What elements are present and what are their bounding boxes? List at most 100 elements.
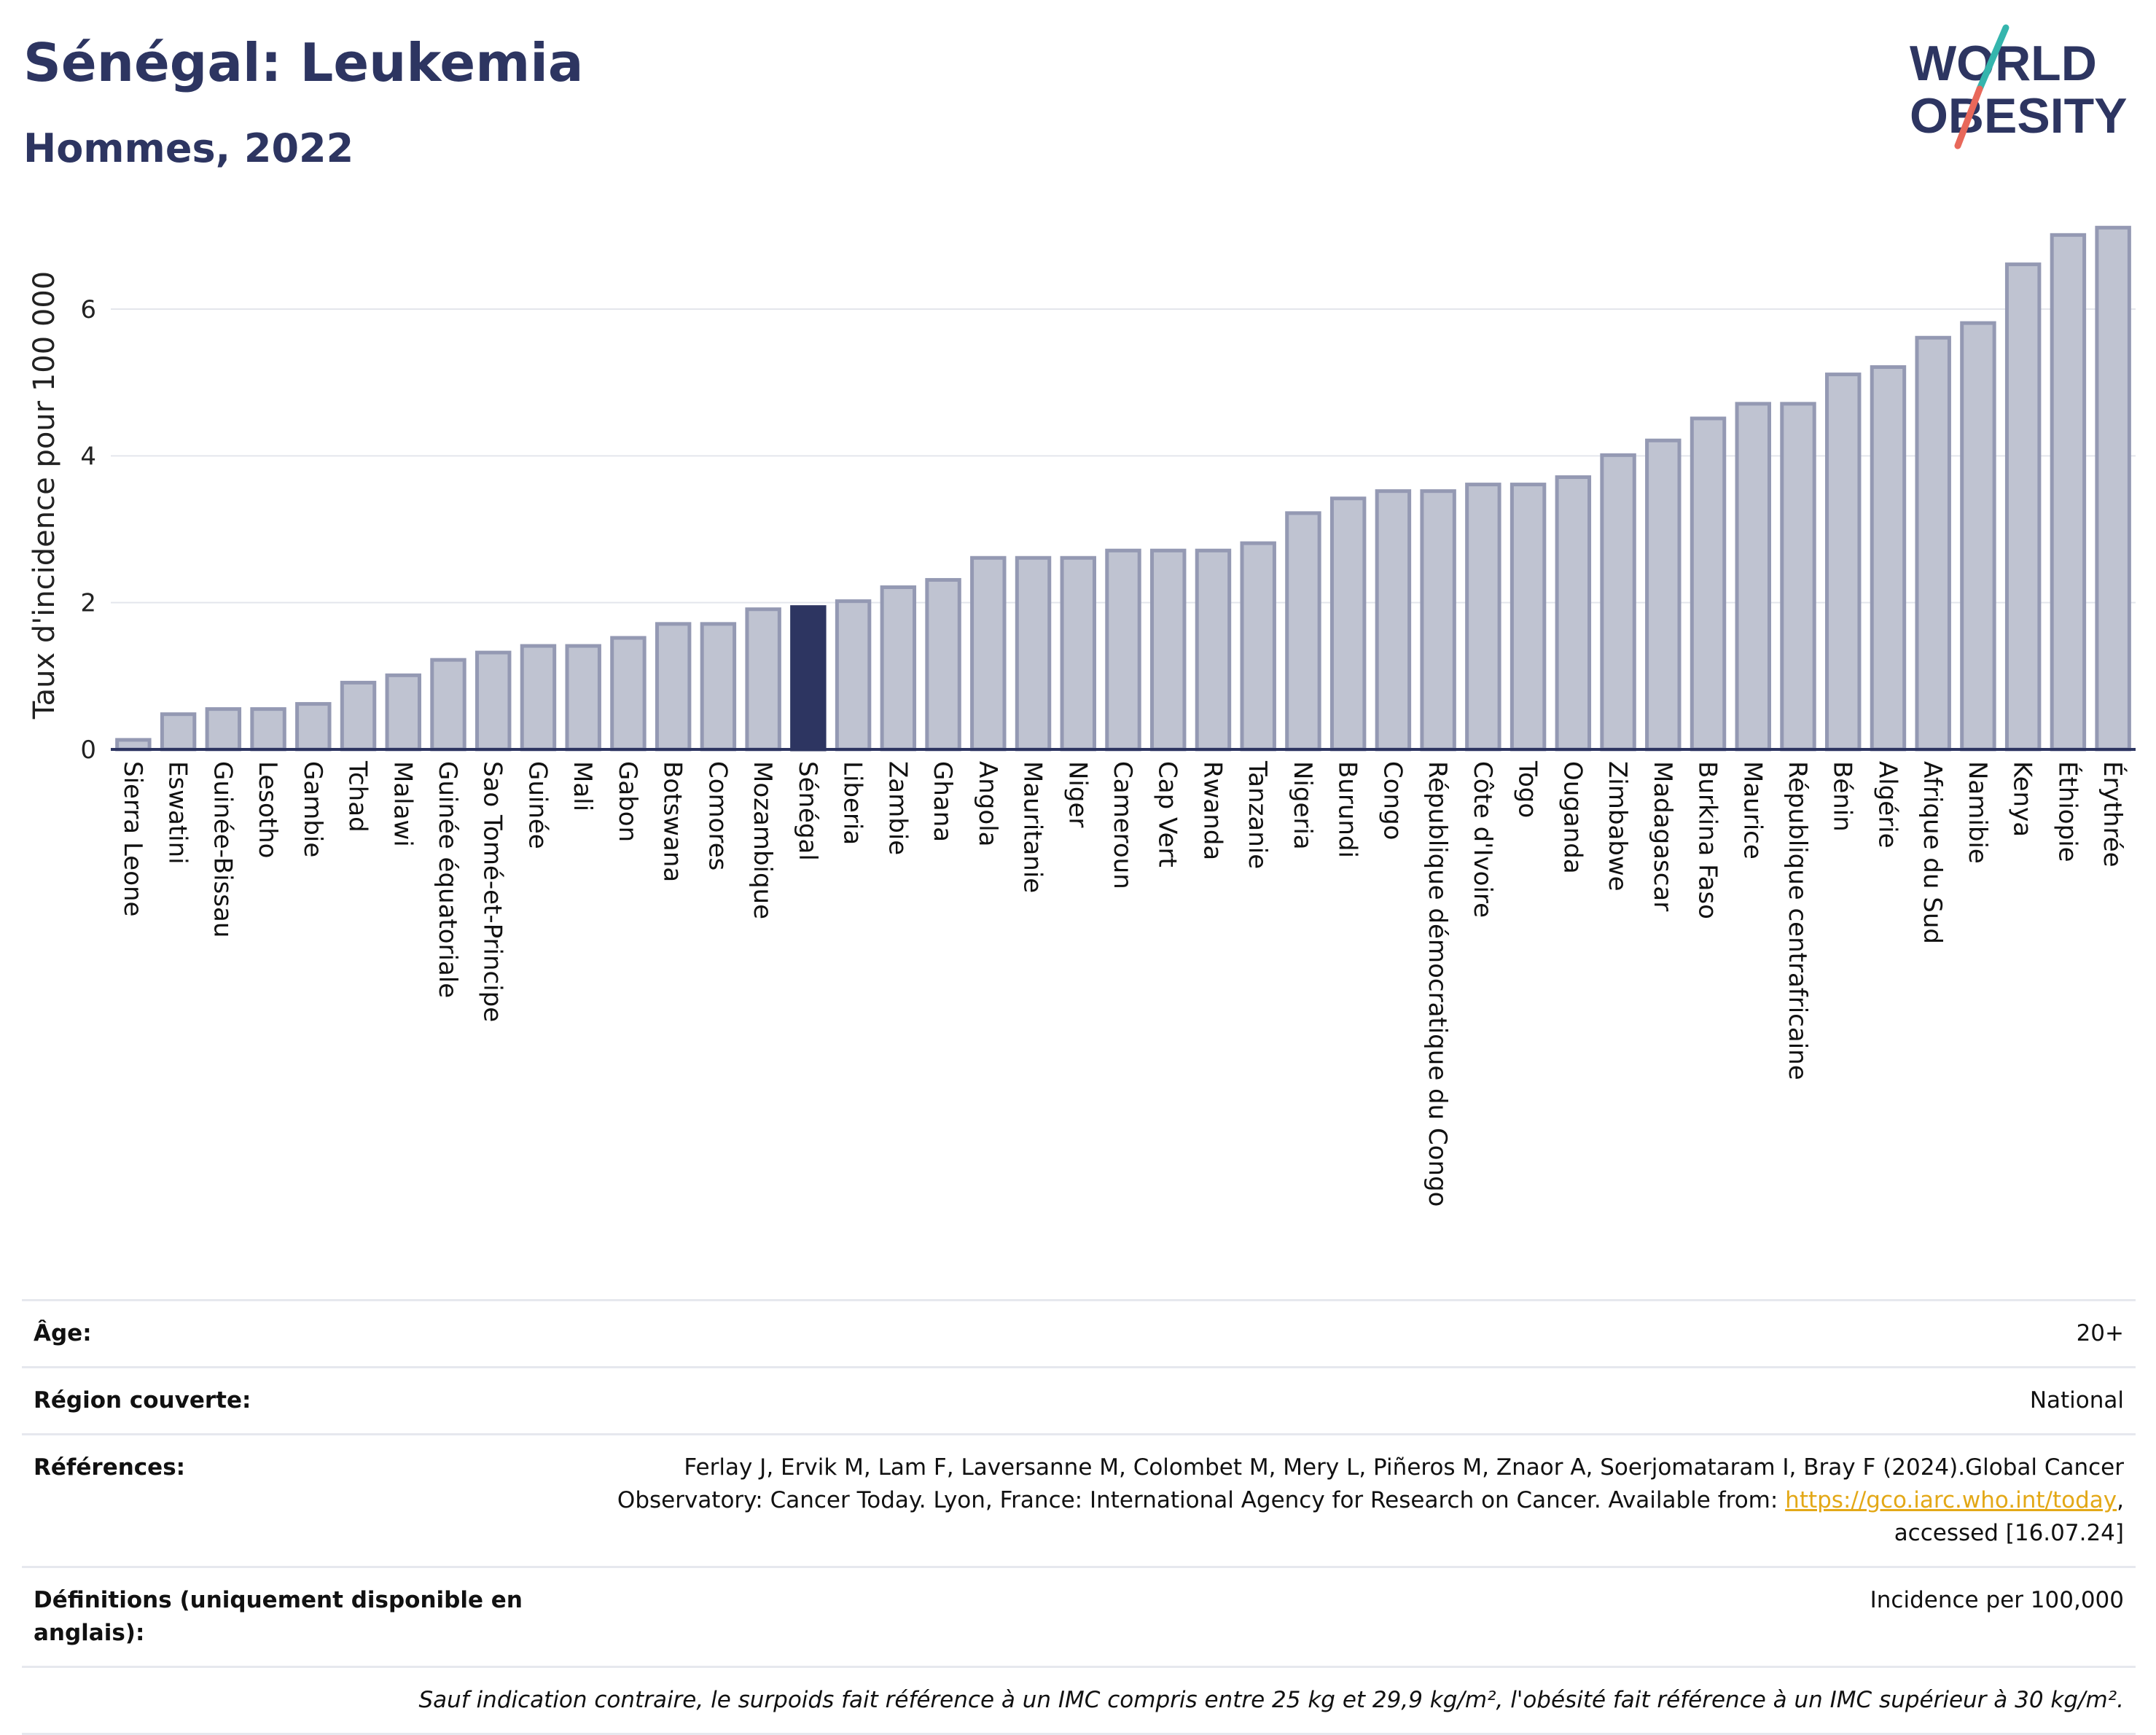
bar [2004, 262, 2042, 752]
x-tick-label: Rwanda [1198, 761, 1227, 860]
bar-chart: 0 2 4 6 Taux d'incidence pour 100 000 Sierra … [28, 225, 2136, 1206]
x-tick-label: Niger [1063, 761, 1092, 827]
x-tick-label: Zambie [883, 761, 912, 855]
bar [610, 636, 647, 752]
x-tick-label: Sao Tomé-et-Principe [478, 761, 507, 1022]
bar [1509, 483, 1547, 752]
x-tick-label: Lesotho [253, 761, 282, 858]
logo-slash-teal [1976, 24, 2009, 93]
bar [1960, 321, 1996, 752]
y-tick-label: 0 [80, 736, 96, 765]
x-tick-label: Éthiopie [2053, 761, 2082, 862]
bar [565, 644, 601, 752]
x-tick-label: République démocratique du Congo [1423, 761, 1452, 1206]
x-tick-label: Bénin [1828, 761, 1857, 832]
info-row-note: Sauf indication contraire, le surpoids f… [22, 1665, 2136, 1735]
age-value: 20+ [541, 1299, 2136, 1368]
x-tick-label: Guinée équatoriale [433, 761, 462, 998]
x-tick-label: Érythrée [2098, 761, 2128, 868]
bar [1420, 489, 1456, 752]
x-tick-label: Nigeria [1288, 761, 1317, 850]
info-table: Âge: 20+ Région couverte: National Référ… [22, 1299, 2136, 1735]
bar [1240, 541, 1276, 752]
x-tick-label: Tanzanie [1243, 760, 1272, 869]
bar [1015, 555, 1052, 752]
bar [475, 650, 512, 752]
bar [1735, 402, 1771, 752]
x-tick-label: Mozambique [748, 761, 777, 919]
info-row-region: Région couverte: National [22, 1365, 2136, 1435]
bar [925, 577, 961, 752]
references-comma: , [2117, 1486, 2124, 1513]
age-label: Âge: [22, 1299, 541, 1368]
y-tick-label: 6 [80, 295, 96, 324]
x-tick-label: Ouganda [1558, 761, 1587, 874]
references-label: Références: [22, 1432, 541, 1567]
x-tick-label: Congo [1378, 761, 1407, 840]
bar [1329, 496, 1367, 752]
y-tick-label: 4 [80, 442, 96, 471]
x-tick-label: Maurice [1738, 761, 1767, 859]
x-tick-label: Mali [568, 761, 597, 811]
bar [2095, 225, 2131, 752]
x-tick-label: Kenya [2008, 761, 2037, 837]
references-line1: Ferlay J, Ervik M, Lam F, Laversanne M, … [684, 1454, 2124, 1481]
bar [340, 680, 377, 752]
x-tick-label: Sénégal [793, 761, 822, 861]
x-tick-label: Eswatini [163, 761, 192, 865]
x-tick-label: Malawi [388, 761, 417, 847]
x-tick-label: Ghana [928, 761, 957, 842]
definitions-label: Définitions (uniquement disponible en an… [22, 1565, 541, 1667]
region-label: Région couverte: [22, 1365, 541, 1435]
info-row-references: Références: Ferlay J, Ervik M, Lam F, La… [22, 1432, 2136, 1567]
bar [835, 599, 872, 752]
x-tick-label: Côte d'Ivoire [1468, 761, 1497, 918]
bar [1690, 416, 1727, 752]
bar [655, 622, 692, 752]
x-tick-label: Gambie [298, 761, 327, 857]
bar [160, 712, 197, 752]
bar [205, 707, 242, 752]
x-tick-label: Namibie [1963, 761, 1992, 864]
references-link[interactable]: https://gco.iarc.who.int/today [1785, 1486, 2117, 1513]
info-row-definitions: Définitions (uniquement disponible en an… [22, 1565, 2136, 1667]
x-tick-label: Guinée [523, 761, 552, 849]
bar [745, 607, 781, 752]
x-tick-label: Guinée-Bissau [208, 761, 237, 937]
info-row-age: Âge: 20+ [22, 1299, 2136, 1368]
bar [1465, 483, 1501, 752]
bar [1645, 438, 1682, 752]
y-axis-label: Taux d'incidence pour 100 000 [28, 271, 61, 720]
references-line2: Observatory: Cancer Today. Lyon, France:… [617, 1486, 1786, 1513]
bar [430, 658, 466, 752]
x-tick-label: Burkina Faso [1693, 761, 1722, 919]
bar [700, 622, 737, 752]
x-tick-label: Zimbabwe [1603, 761, 1632, 892]
bar [880, 585, 917, 752]
references-value: Ferlay J, Ervik M, Lam F, Laversanne M, … [541, 1432, 2136, 1567]
x-tick-label: Comores [703, 761, 732, 870]
bar [790, 605, 827, 752]
x-tick-label: Angola [973, 761, 1002, 846]
x-tick-label: Algérie [1872, 761, 1902, 849]
bar [970, 555, 1007, 752]
x-tick-label: Cameroun [1108, 761, 1137, 889]
bar [1060, 555, 1096, 752]
bar [1825, 373, 1862, 752]
bar [1600, 453, 1636, 752]
region-value: National [541, 1365, 2136, 1435]
bar [1915, 335, 1951, 752]
bar [2050, 233, 2087, 752]
x-tick-label: Tchad [343, 760, 372, 833]
footnote: Sauf indication contraire, le surpoids f… [22, 1665, 2136, 1735]
chart-subtitle: Hommes, 2022 [23, 125, 354, 171]
bar [385, 673, 421, 752]
bar [1375, 489, 1412, 752]
x-tick-label: Afrique du Sud [1918, 761, 1947, 944]
chart-title: Sénégal: Leukemia [23, 32, 584, 93]
x-tick-label: Liberia [838, 761, 867, 845]
bar [1105, 548, 1141, 752]
x-tick-label: Burundi [1333, 761, 1362, 858]
logo-line1: WORLD [1910, 36, 2097, 91]
logo-line2: OBESITY [1910, 88, 2128, 144]
